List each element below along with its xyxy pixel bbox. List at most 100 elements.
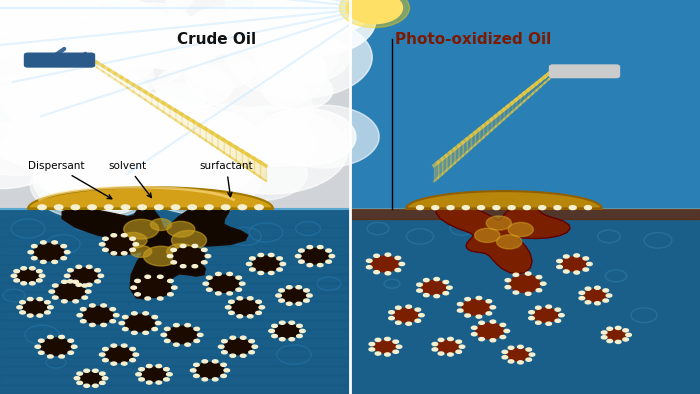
Circle shape	[209, 275, 239, 292]
Circle shape	[33, 148, 121, 198]
Circle shape	[145, 297, 150, 300]
Circle shape	[555, 308, 561, 311]
Circle shape	[194, 327, 199, 331]
Circle shape	[374, 271, 379, 274]
Circle shape	[52, 284, 58, 287]
Circle shape	[246, 262, 252, 266]
Circle shape	[346, 0, 402, 24]
Circle shape	[32, 245, 37, 248]
Circle shape	[158, 297, 163, 300]
Circle shape	[143, 312, 148, 315]
Circle shape	[20, 311, 25, 314]
Circle shape	[101, 323, 106, 327]
Circle shape	[206, 288, 212, 291]
Circle shape	[80, 320, 86, 323]
Circle shape	[45, 311, 50, 314]
Bar	[0, 274, 350, 283]
Circle shape	[274, 324, 300, 338]
FancyBboxPatch shape	[550, 65, 620, 78]
Circle shape	[529, 353, 535, 356]
Circle shape	[508, 206, 515, 210]
Circle shape	[48, 355, 53, 358]
Circle shape	[432, 206, 439, 210]
FancyArrowPatch shape	[55, 49, 64, 56]
Circle shape	[399, 262, 405, 266]
Circle shape	[564, 270, 569, 273]
Circle shape	[29, 267, 35, 270]
Circle shape	[181, 265, 186, 268]
Circle shape	[110, 320, 116, 323]
Circle shape	[164, 378, 169, 381]
Circle shape	[434, 295, 440, 298]
Circle shape	[130, 237, 135, 240]
Circle shape	[267, 105, 379, 168]
Bar	[0, 218, 350, 227]
Circle shape	[114, 3, 192, 47]
Circle shape	[603, 299, 608, 302]
Circle shape	[0, 0, 97, 23]
Circle shape	[375, 338, 381, 342]
Circle shape	[561, 257, 587, 271]
Bar	[0, 348, 350, 357]
Circle shape	[415, 319, 421, 322]
Circle shape	[17, 269, 39, 282]
Circle shape	[48, 335, 53, 338]
Circle shape	[82, 284, 88, 287]
Circle shape	[475, 228, 500, 242]
Circle shape	[556, 266, 562, 269]
Circle shape	[366, 266, 372, 269]
Circle shape	[156, 381, 162, 384]
Circle shape	[48, 306, 53, 309]
Circle shape	[133, 353, 139, 356]
Circle shape	[279, 338, 285, 341]
Circle shape	[276, 268, 282, 271]
Circle shape	[554, 206, 561, 210]
Circle shape	[395, 321, 401, 324]
Circle shape	[229, 311, 234, 314]
Circle shape	[486, 216, 512, 230]
Circle shape	[174, 323, 179, 327]
Circle shape	[623, 329, 629, 332]
Circle shape	[615, 326, 621, 329]
Circle shape	[555, 319, 561, 322]
Circle shape	[121, 205, 130, 210]
Circle shape	[526, 348, 531, 351]
Circle shape	[173, 247, 205, 265]
Circle shape	[626, 333, 631, 336]
Circle shape	[0, 87, 96, 175]
Circle shape	[447, 353, 453, 356]
Polygon shape	[406, 191, 602, 209]
Circle shape	[83, 307, 113, 324]
Circle shape	[437, 340, 459, 353]
Circle shape	[122, 327, 128, 331]
Circle shape	[61, 256, 66, 260]
Circle shape	[152, 316, 158, 319]
Circle shape	[263, 71, 332, 110]
Circle shape	[587, 262, 592, 266]
Circle shape	[167, 255, 173, 258]
Circle shape	[304, 299, 309, 302]
Circle shape	[281, 288, 307, 303]
Circle shape	[395, 268, 400, 271]
Circle shape	[205, 255, 211, 258]
Circle shape	[396, 345, 402, 348]
Circle shape	[559, 314, 564, 317]
Circle shape	[225, 306, 231, 309]
Circle shape	[307, 245, 313, 249]
Circle shape	[17, 306, 22, 309]
Circle shape	[70, 268, 98, 284]
Circle shape	[526, 358, 531, 361]
Circle shape	[462, 206, 469, 210]
Circle shape	[280, 262, 286, 266]
Circle shape	[528, 310, 534, 314]
Text: Crude Oil: Crude Oil	[177, 32, 257, 47]
Circle shape	[0, 0, 69, 57]
Circle shape	[296, 302, 302, 305]
Circle shape	[92, 369, 98, 372]
Circle shape	[64, 274, 70, 277]
Circle shape	[279, 321, 285, 324]
Circle shape	[533, 308, 559, 322]
Circle shape	[6, 92, 172, 185]
Circle shape	[279, 289, 284, 292]
Circle shape	[601, 336, 607, 339]
